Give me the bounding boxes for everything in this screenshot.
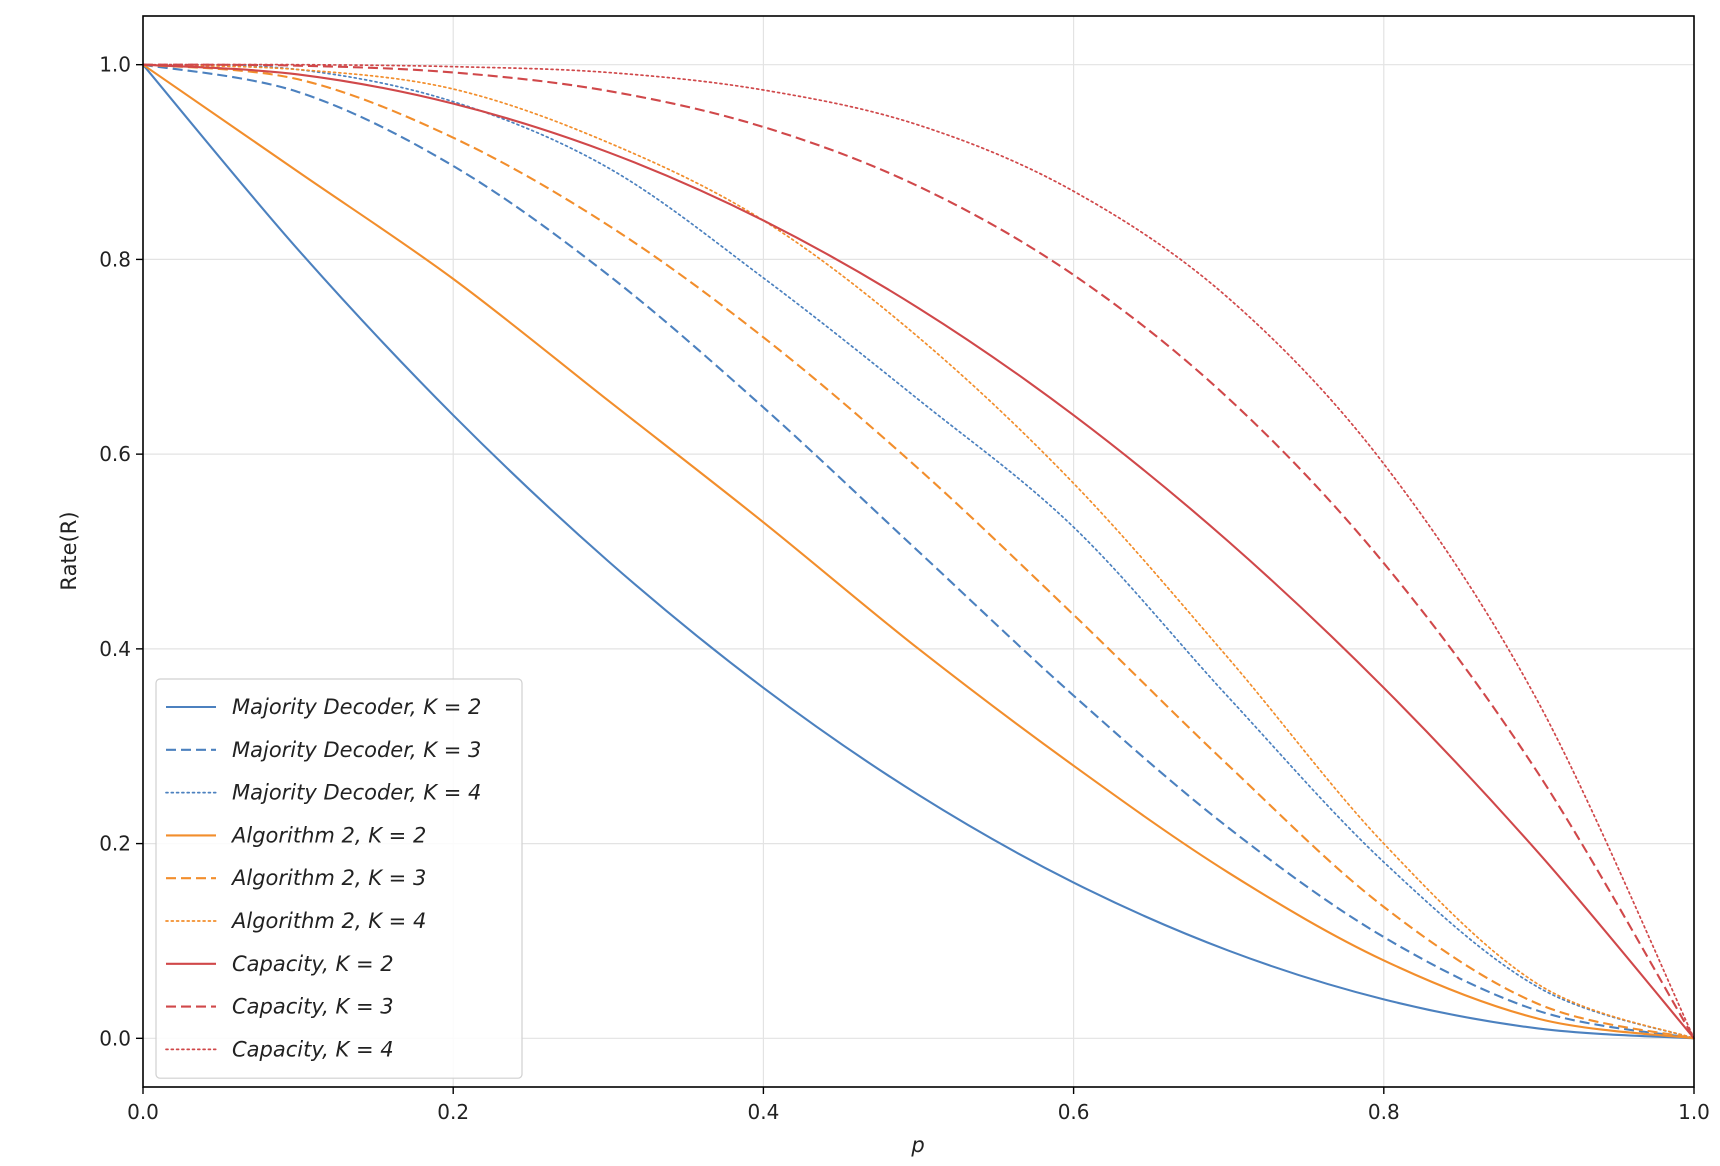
- y-tick-label: 0.0: [99, 1026, 131, 1050]
- plot-frame: [142, 15, 1695, 1088]
- legend-label-majority-decoder-k-4: Majority Decoder, K = 4: [232, 781, 481, 805]
- x-axis: 0.0 0.2 0.4 0.6 0.8 1.0: [127, 1087, 1710, 1124]
- legend: Majority Decoder, K = 2 Majority Decoder,…: [155, 678, 523, 1079]
- y-tick-label: 0.6: [99, 442, 131, 466]
- x-tick-label: 0.8: [1368, 1100, 1400, 1124]
- series-layer: [142, 63, 1695, 1040]
- y-tick-label: 0.2: [99, 832, 131, 856]
- series-line-algorithm-2-k-3: [142, 63, 1695, 1040]
- legend-label-capacity-k-4: Capacity, K = 4: [232, 1037, 394, 1061]
- legend-label-capacity-k-2: Capacity, K = 2: [232, 952, 394, 976]
- x-tick-label: 0.0: [127, 1100, 159, 1124]
- y-axis: 0.0 0.2 0.4 0.6 0.8 1.0: [99, 53, 143, 1050]
- legend-label-algorithm-2-k-2: Algorithm 2, K = 2: [230, 823, 426, 847]
- legend-label-majority-decoder-k-3: Majority Decoder, K = 3: [232, 738, 481, 762]
- x-tick-label: 0.2: [437, 1100, 469, 1124]
- legend-label-majority-decoder-k-2: Majority Decoder, K = 2: [232, 695, 481, 719]
- y-axis-label: Rate(R): [57, 511, 81, 590]
- y-tick-label: 0.4: [99, 637, 131, 661]
- x-tick-label: 0.4: [747, 1100, 779, 1124]
- legend-box: [155, 678, 523, 1079]
- series-line-capacity-k-3: [142, 63, 1695, 1039]
- x-axis-label: p: [910, 1133, 924, 1157]
- series-line-capacity-k-2: [142, 63, 1695, 1039]
- x-tick-label: 1.0: [1678, 1100, 1710, 1124]
- series-line-capacity-k-4: [142, 63, 1695, 1040]
- legend-label-capacity-k-3: Capacity, K = 3: [232, 995, 394, 1019]
- legend-label-algorithm-2-k-3: Algorithm 2, K = 3: [230, 866, 426, 890]
- y-tick-label: 0.8: [99, 247, 131, 271]
- x-tick-label: 0.6: [1058, 1100, 1090, 1124]
- series-line-algorithm-2-k-2: [142, 63, 1695, 1040]
- legend-label-algorithm-2-k-4: Algorithm 2, K = 4: [230, 909, 426, 933]
- series-line-majority-decoder-k-2: [142, 64, 1695, 1040]
- series-line-algorithm-2-k-4: [142, 63, 1695, 1040]
- y-tick-label: 1.0: [99, 53, 131, 77]
- series-line-majority-decoder-k-4: [142, 63, 1695, 1040]
- series-line-majority-decoder-k-3: [142, 63, 1695, 1040]
